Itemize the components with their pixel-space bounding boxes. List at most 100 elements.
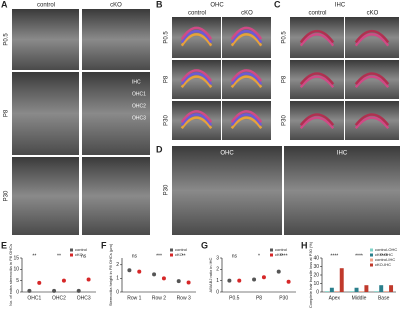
y-tick-label: 30 (313, 264, 319, 270)
significance: ns (132, 253, 138, 259)
x-tick-label: P0.5 (229, 295, 240, 301)
row-sublabel: OHC1 (132, 91, 146, 97)
dot (176, 279, 181, 284)
micrograph (222, 60, 271, 99)
column-label: cKO (241, 11, 253, 17)
legend-label: cKO-IHC (375, 262, 391, 267)
bundle (230, 33, 263, 47)
y-tick-label: 2 (216, 267, 219, 273)
legend-swatch (70, 253, 73, 257)
bar (324, 291, 329, 292)
micrograph (345, 17, 399, 58)
bundle (230, 72, 263, 85)
dot (252, 277, 257, 282)
significance: * (258, 253, 260, 259)
y-tick-label: 0 (116, 289, 119, 295)
micrograph (290, 101, 344, 140)
micrograph (172, 101, 221, 140)
bundle (299, 116, 335, 130)
y-tick-label: 10 (313, 281, 319, 287)
significance: *** (156, 253, 162, 259)
bundle (180, 113, 213, 126)
dot (86, 277, 91, 282)
bar (364, 285, 369, 292)
dot (227, 278, 232, 283)
legend-label: control (75, 247, 87, 252)
row-sublabel: OHC3 (132, 115, 146, 121)
x-tick-label: P8 (256, 295, 262, 301)
legend-label: cKO (75, 252, 83, 257)
dot (261, 275, 266, 280)
row-label: P0.5 (282, 31, 288, 44)
bundle (180, 75, 213, 89)
micrograph (290, 60, 344, 99)
x-tick-label: OHC3 (77, 295, 91, 301)
bundle (299, 33, 335, 47)
bundle (354, 116, 390, 130)
micrograph (345, 60, 399, 99)
panel-label: G (201, 240, 208, 250)
row-label: P30 (282, 115, 288, 126)
legend-label: cKO-OHC (375, 252, 393, 257)
legend-swatch (270, 253, 273, 257)
x-tick-label: Row 3 (177, 295, 191, 301)
x-tick-label: Apex (329, 295, 341, 301)
row-sublabel: IHC (132, 79, 141, 85)
column-label: control (37, 3, 55, 9)
bundle (299, 75, 335, 89)
x-tick-label: Base (378, 295, 390, 301)
panel-label: H (301, 240, 308, 250)
dot (152, 272, 157, 277)
legend-label: control (175, 247, 187, 252)
y-tick-label: 40 (313, 255, 319, 261)
y-tick-label: 15 (13, 255, 19, 261)
y-tick-label: 2 (116, 262, 119, 268)
x-tick-label: OHC2 (52, 295, 66, 301)
panel-label: B (156, 0, 163, 9)
significance: **** (280, 253, 288, 259)
y-axis-title: AB/ABJ ratio in IHC (208, 257, 213, 292)
micrograph (172, 60, 221, 99)
column-label: control (308, 11, 326, 17)
bar (384, 291, 389, 292)
panel-title: OHC (210, 3, 224, 9)
legend-swatch (170, 253, 173, 257)
row-label: P30 (164, 115, 170, 126)
panel-title: IHC (335, 3, 346, 9)
x-tick-label: P30 (279, 295, 288, 301)
bundle (299, 113, 335, 126)
significance: **** (380, 253, 388, 259)
micrograph (222, 101, 271, 140)
bundle (180, 33, 213, 47)
row-label: P30 (4, 190, 10, 201)
bundle (230, 75, 263, 89)
bar (354, 287, 359, 292)
micrograph (172, 17, 221, 58)
bundle (354, 72, 390, 85)
dot (37, 280, 42, 285)
y-tick-label: 3 (216, 255, 219, 261)
micrograph (172, 146, 282, 235)
legend-label: control-IHC (375, 257, 395, 262)
dot (286, 279, 291, 284)
bundle (299, 29, 335, 44)
micrograph (284, 146, 400, 235)
micrograph (222, 17, 271, 58)
significance: ns (232, 253, 238, 259)
row-label: P0.5 (164, 31, 170, 44)
row-label: P0.5 (4, 33, 10, 46)
significance: ** (57, 253, 61, 259)
column-label: IHC (337, 151, 348, 157)
bar (339, 268, 344, 292)
legend-label: cKO (175, 252, 183, 257)
bundle (180, 110, 213, 123)
column-label: cKO (367, 11, 379, 17)
row-label: P8 (164, 75, 170, 83)
row-sublabel: OHC2 (132, 103, 146, 109)
significance: **** (355, 253, 363, 259)
bundle (354, 33, 390, 47)
panel-label: E (1, 240, 7, 250)
bundle (230, 113, 263, 126)
column-label: cKO (110, 3, 122, 9)
